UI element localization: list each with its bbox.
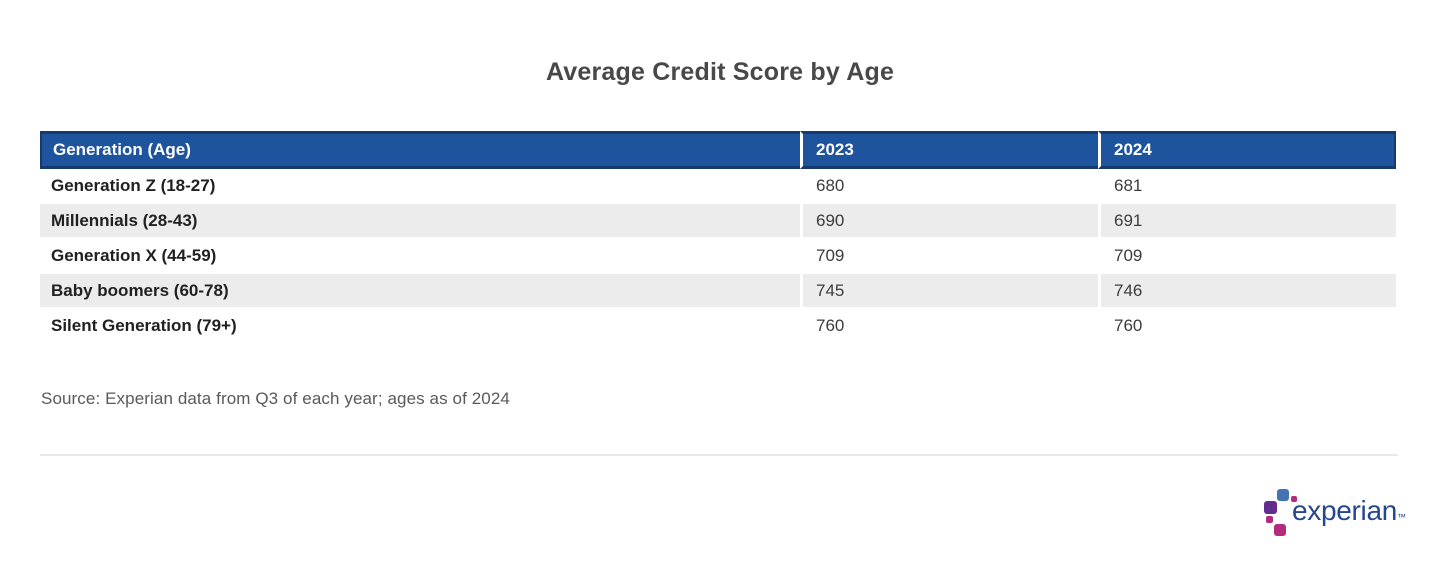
score-2023: 745 <box>800 274 1098 309</box>
logo-square-small-magenta <box>1266 516 1273 523</box>
table-row: Generation Z (18-27) 680 681 <box>40 169 1396 204</box>
logo-square-purple <box>1264 501 1277 514</box>
credit-score-table: Generation (Age) 2023 2024 Generation Z … <box>40 131 1396 344</box>
page-title: Average Credit Score by Age <box>545 58 895 86</box>
score-2024: 746 <box>1098 274 1396 309</box>
table-row: Baby boomers (60-78) 745 746 <box>40 274 1396 309</box>
score-2023: 680 <box>800 169 1098 204</box>
generation-label: Silent Generation (79+) <box>40 309 800 344</box>
table-header-row: Generation (Age) 2023 2024 <box>40 131 1396 169</box>
score-2023: 690 <box>800 204 1098 239</box>
score-2024: 681 <box>1098 169 1396 204</box>
generation-label: Millennials (28-43) <box>40 204 800 239</box>
logo-dot-magenta <box>1291 496 1297 502</box>
generation-label: Generation X (44-59) <box>40 239 800 274</box>
score-2024: 709 <box>1098 239 1396 274</box>
source-note: Source: Experian data from Q3 of each ye… <box>41 389 510 408</box>
divider-line <box>40 454 1398 456</box>
experian-wordmark: experian™ <box>1292 495 1406 526</box>
table-row: Silent Generation (79+) 760 760 <box>40 309 1396 344</box>
generation-label: Baby boomers (60-78) <box>40 274 800 309</box>
logo-square-blue <box>1277 489 1289 501</box>
score-2023: 760 <box>800 309 1098 344</box>
header-2024: 2024 <box>1098 131 1396 169</box>
table-row: Generation X (44-59) 709 709 <box>40 239 1396 274</box>
table-row: Millennials (28-43) 690 691 <box>40 204 1396 239</box>
header-2023: 2023 <box>800 131 1098 169</box>
generation-label: Generation Z (18-27) <box>40 169 800 204</box>
score-2024: 760 <box>1098 309 1396 344</box>
score-2023: 709 <box>800 239 1098 274</box>
experian-logo-icon <box>1258 484 1298 538</box>
header-generation: Generation (Age) <box>40 131 800 169</box>
logo-square-magenta <box>1274 524 1286 536</box>
trademark-symbol: ™ <box>1397 512 1406 522</box>
experian-logo: experian™ <box>1258 484 1406 538</box>
score-2024: 691 <box>1098 204 1396 239</box>
